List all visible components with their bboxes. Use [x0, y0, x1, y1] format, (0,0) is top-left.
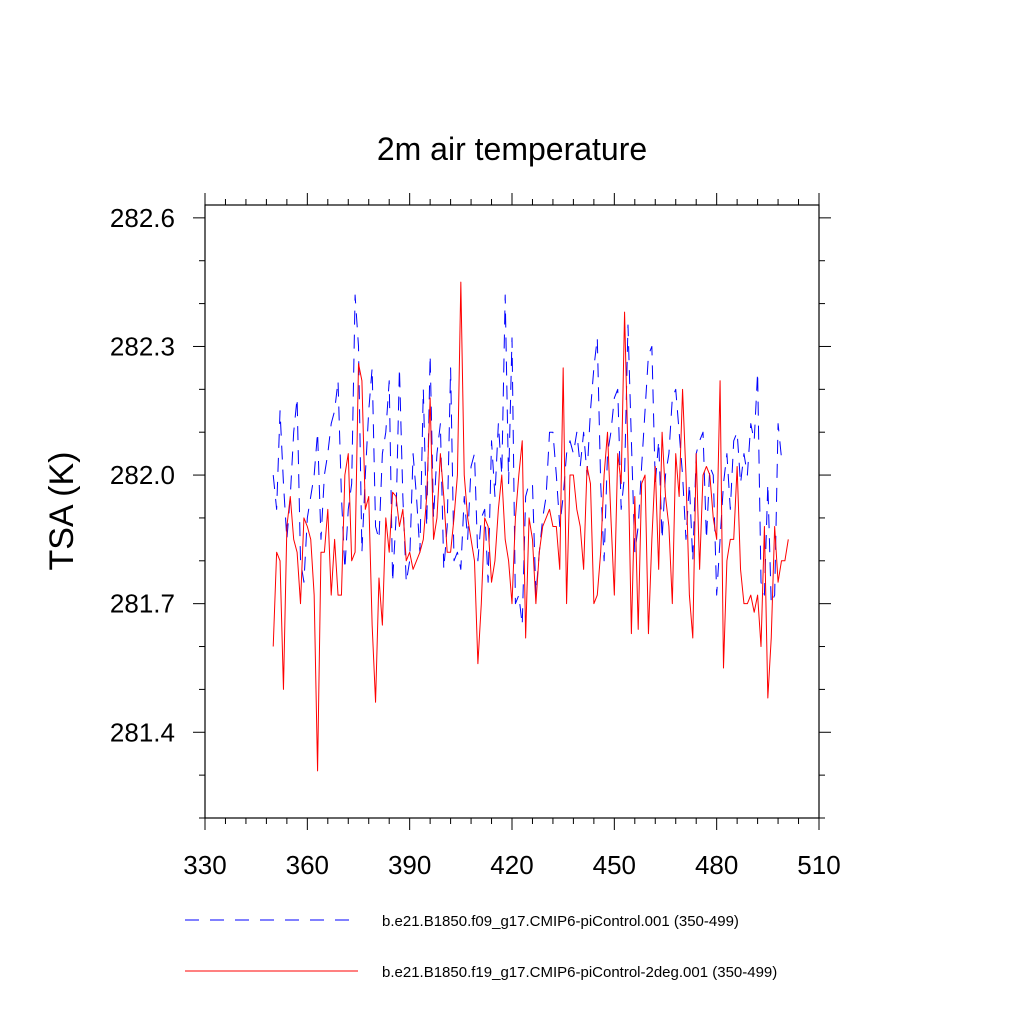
series-line-1: [272, 294, 782, 626]
series-line-2: [272, 281, 789, 772]
plot-frame: [204, 204, 820, 819]
chart-title: 2m air temperature: [377, 131, 647, 167]
legend-label-2: b.e21.B1850.f19_g17.CMIP6-piControl-2deg…: [382, 964, 777, 981]
x-tick-label: 420: [490, 850, 533, 880]
y-tick-label: 281.7: [110, 589, 175, 619]
y-tick-label: 281.4: [110, 717, 175, 747]
x-tick-label: 390: [388, 850, 431, 880]
y-axis-label: TSA (K): [43, 451, 81, 570]
y-tick-label: 282.0: [110, 460, 175, 490]
y-tick-label: 282.3: [110, 331, 175, 361]
y-tick-label: 282.6: [110, 203, 175, 233]
x-tick-label: 450: [593, 850, 636, 880]
x-tick-label: 330: [183, 850, 226, 880]
x-tick-label: 480: [695, 850, 738, 880]
x-tick-label: 510: [797, 850, 840, 880]
x-tick-label: 360: [286, 850, 329, 880]
legend-label-1: b.e21.B1850.f09_g17.CMIP6-piControl.001 …: [382, 913, 739, 930]
